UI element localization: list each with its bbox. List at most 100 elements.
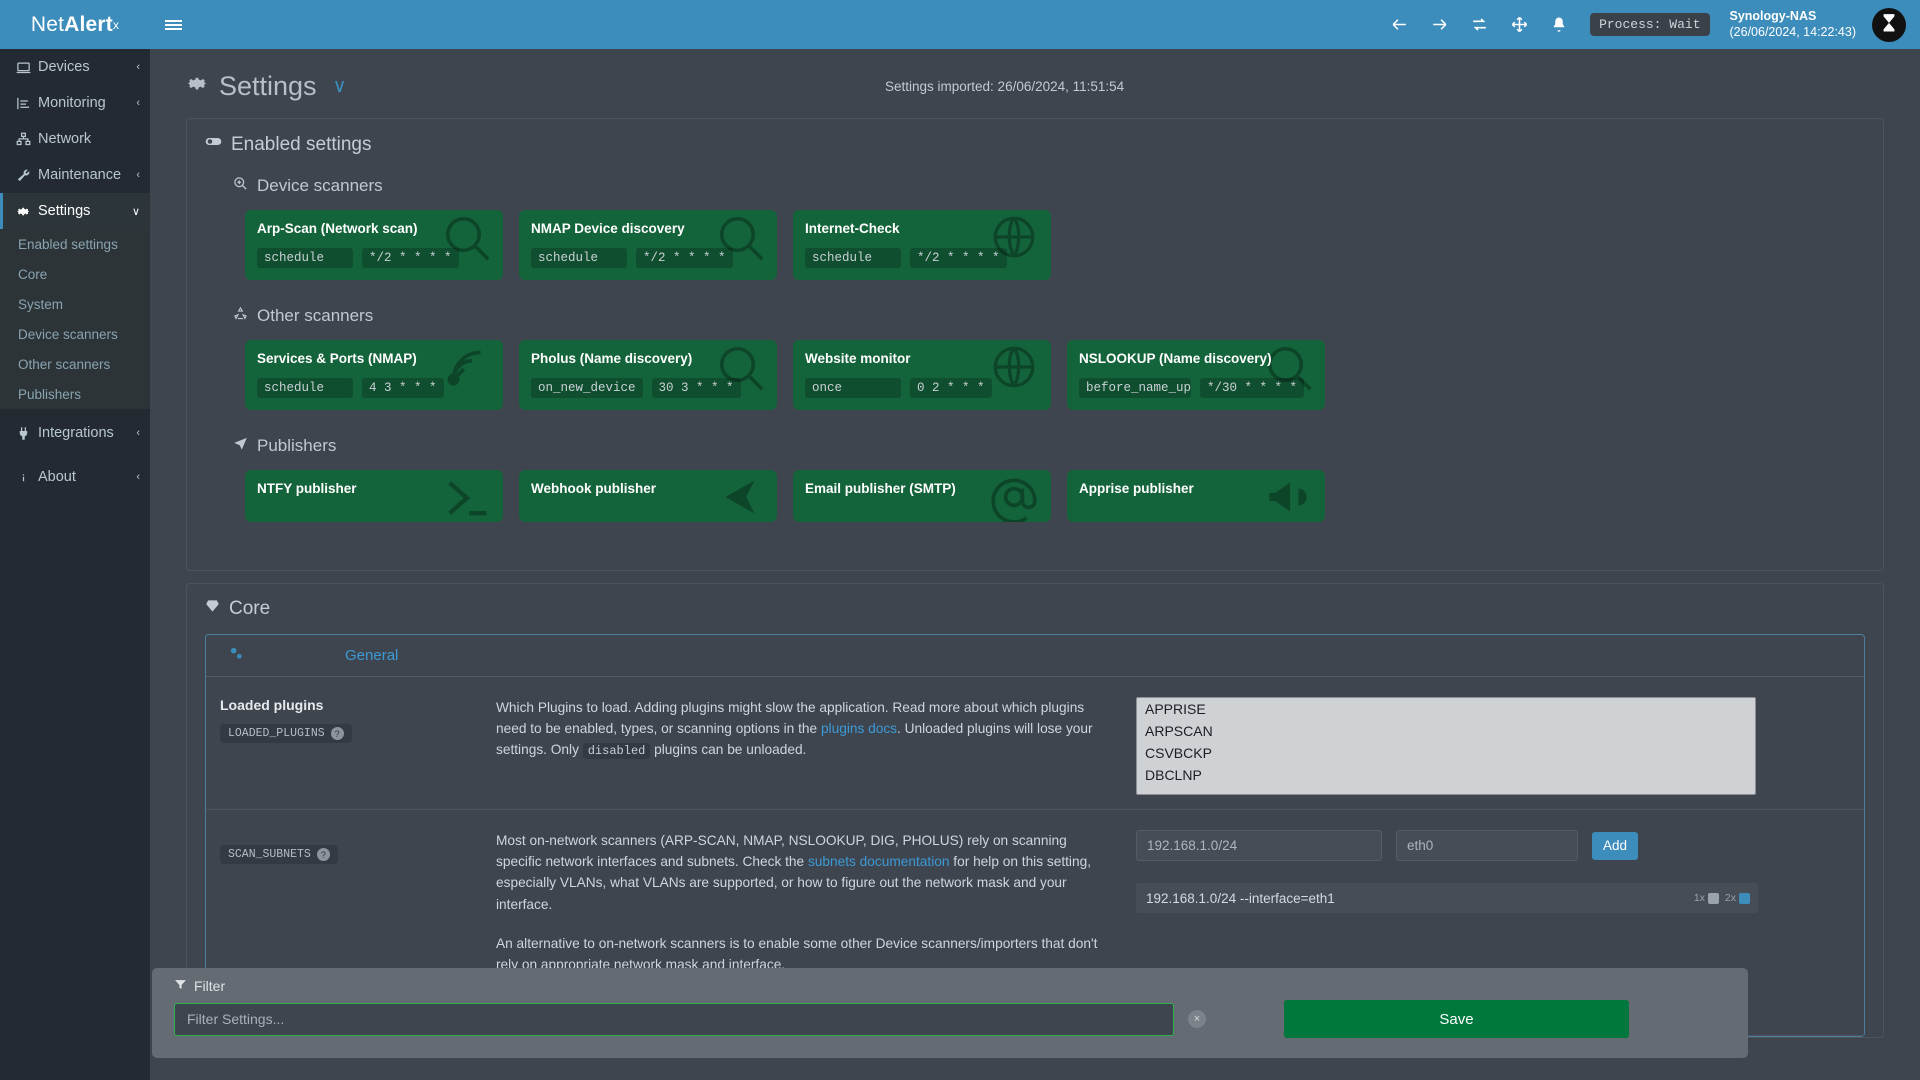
publisher-card[interactable]: Webhook publisher (519, 470, 777, 522)
card-trigger-chip: schedule (805, 248, 901, 268)
setting-description: Most on-network scanners (ARP-SCAN, NMAP… (496, 830, 1136, 975)
group-title-text: Publishers (257, 436, 337, 455)
help-icon[interactable]: ? (330, 727, 344, 740)
subnet-entry-text: 192.168.1.0/24 --interface=eth1 (1146, 890, 1335, 906)
setting-key-badge: SCAN_SUBNETS ? (220, 845, 338, 864)
filter-label: Filter (194, 978, 226, 994)
magnifier-icon (715, 342, 769, 396)
scanner-card[interactable]: NMAP Device discovery schedule */2 * * *… (519, 210, 777, 280)
bell-icon[interactable] (1550, 16, 1568, 34)
tab-general[interactable]: General (345, 647, 399, 664)
sidebar-label: Network (38, 131, 92, 147)
chevron-left-icon: ‹ (136, 169, 140, 181)
plugins-docs-link[interactable]: plugins docs (820, 721, 898, 737)
move-icon[interactable] (1510, 15, 1529, 34)
desc-code: disabled (582, 743, 651, 760)
chevron-double-down-icon[interactable]: ∨ (332, 76, 347, 97)
desc-part-a: Which Plugins to load. Adding plugins mi… (496, 700, 1085, 737)
magnifier-icon (1263, 342, 1317, 396)
sidebar-item-core[interactable]: Core (18, 266, 48, 282)
list-item[interactable]: ARPSCAN (1145, 723, 1213, 739)
sidebar-item-publishers[interactable]: Publishers (18, 386, 82, 402)
sidebar-item-about[interactable]: About ‹ (0, 459, 150, 495)
logo-part1: Net (30, 12, 65, 36)
card-schedule-chip: */2 * * * * (362, 248, 459, 268)
scanner-card[interactable]: Internet-Check schedule */2 * * * * (793, 210, 1051, 280)
list-item[interactable]: DBCLNP (1145, 767, 1202, 783)
card-trigger-chip: schedule (257, 248, 353, 268)
interface-input[interactable]: eth0 (1396, 830, 1578, 861)
publisher-cards: NTFY publisher Webhook publisher Email p… (245, 470, 1865, 522)
publishers-title: Publishers (233, 436, 1865, 456)
filter-input[interactable]: Filter Settings... (174, 1002, 1174, 1036)
other-scanners-title: Other scanners (233, 306, 1865, 326)
sidebar-item-maintenance[interactable]: Maintenance ‹ (0, 157, 150, 193)
terminal-icon (441, 472, 495, 522)
avatar[interactable] (1872, 7, 1906, 42)
panel-title-text: Enabled settings (231, 133, 372, 155)
sidebar-item-devices[interactable]: Devices ‹ (0, 49, 150, 85)
sidebar-item-settings[interactable]: Settings ∨ (0, 193, 150, 229)
chevron-left-icon: ‹ (136, 61, 140, 73)
settings-imported-note: Settings imported: 26/06/2024, 11:51:54 (885, 79, 1125, 94)
publisher-card[interactable]: NTFY publisher (245, 470, 503, 522)
sidebar-item-network[interactable]: Network (0, 121, 150, 157)
card-schedule-chip: 0 2 * * * (910, 378, 992, 398)
sidebar: Devices ‹ Monitoring ‹ Network Maintenan… (0, 49, 150, 1080)
subnet-entry-row[interactable]: 192.168.1.0/24 --interface=eth1 1x 2x (1136, 883, 1758, 913)
square-icon (1739, 892, 1750, 904)
list-item[interactable]: APPRISE (1145, 701, 1206, 717)
subnet-input[interactable]: 192.168.1.0/24 (1136, 830, 1382, 861)
list-item[interactable]: CSVBCKP (1145, 745, 1212, 761)
scanner-card[interactable]: Website monitor once 0 2 * * * (793, 340, 1051, 410)
refresh-icon[interactable] (1470, 15, 1489, 34)
help-icon[interactable]: ? (316, 848, 330, 861)
sidebar-submenu: Enabled settings Core System Device scan… (0, 229, 150, 409)
page-title-text: Settings (219, 71, 317, 101)
menu-icon[interactable] (150, 0, 196, 49)
card-title: Email publisher (SMTP) (805, 481, 956, 496)
sidebar-label: Monitoring (38, 95, 106, 111)
chevron-left-icon: ‹ (136, 427, 140, 439)
scanner-card[interactable]: Pholus (Name discovery) on_new_device 30… (519, 340, 777, 410)
sidebar-label: Integrations (38, 425, 114, 441)
card-schedule-chip: */30 * * * * (1200, 378, 1305, 398)
sidebar-item-monitoring[interactable]: Monitoring ‹ (0, 85, 150, 121)
plug-icon (16, 426, 38, 441)
host-info: Synology-NAS (26/06/2024, 14:22:43) (1730, 9, 1857, 40)
save-button[interactable]: Save (1284, 1000, 1629, 1038)
publisher-card[interactable]: Email publisher (SMTP) (793, 470, 1051, 522)
chevron-left-icon: ‹ (136, 471, 140, 483)
sidebar-label: Devices (38, 59, 90, 75)
card-trigger-chip: before_name_upd (1079, 378, 1191, 398)
card-title: Services & Ports (NMAP) (257, 351, 417, 366)
loaded-plugins-listbox[interactable]: APPRISE ARPSCAN CSVBCKP DBCLNP (1136, 697, 1756, 795)
card-title: Pholus (Name discovery) (531, 351, 693, 366)
at-icon (989, 472, 1043, 522)
sidebar-item-enabled-settings[interactable]: Enabled settings (18, 236, 118, 252)
host-time: (26/06/2024, 14:22:43) (1729, 24, 1857, 39)
subnets-docs-link[interactable]: subnets documentation (807, 854, 950, 870)
sidebar-item-system[interactable]: System (18, 296, 64, 312)
scanner-card[interactable]: Services & Ports (NMAP) schedule 4 3 * *… (245, 340, 503, 410)
sidebar-item-integrations[interactable]: Integrations ‹ (0, 415, 150, 451)
globe-icon (989, 342, 1043, 396)
add-subnet-button[interactable]: Add (1592, 831, 1638, 860)
publisher-card[interactable]: Apprise publisher (1067, 470, 1325, 522)
scanner-card[interactable]: Arp-Scan (Network scan) schedule */2 * *… (245, 210, 503, 280)
card-title: Internet-Check (805, 221, 900, 236)
toggle-icon (205, 133, 222, 156)
diamond-icon (205, 598, 220, 620)
app-logo[interactable]: Net Alert x (0, 0, 150, 49)
setting-row-loaded-plugins: Loaded plugins LOADED_PLUGINS ? Which Pl… (206, 677, 1864, 810)
forward-arrow-icon[interactable] (1430, 15, 1449, 34)
back-arrow-icon[interactable] (1390, 15, 1409, 34)
card-trigger-chip: schedule (257, 378, 353, 398)
sidebar-item-device-scanners[interactable]: Device scanners (18, 326, 118, 342)
badge-2x: 2x (1725, 892, 1750, 904)
scanner-card[interactable]: NSLOOKUP (Name discovery) before_name_up… (1067, 340, 1325, 410)
sidebar-label: Settings (38, 203, 91, 219)
sidebar-item-other-scanners[interactable]: Other scanners (18, 356, 111, 372)
enabled-settings-title: Enabled settings (205, 133, 1865, 156)
clear-filter-icon[interactable]: × (1188, 1010, 1206, 1028)
